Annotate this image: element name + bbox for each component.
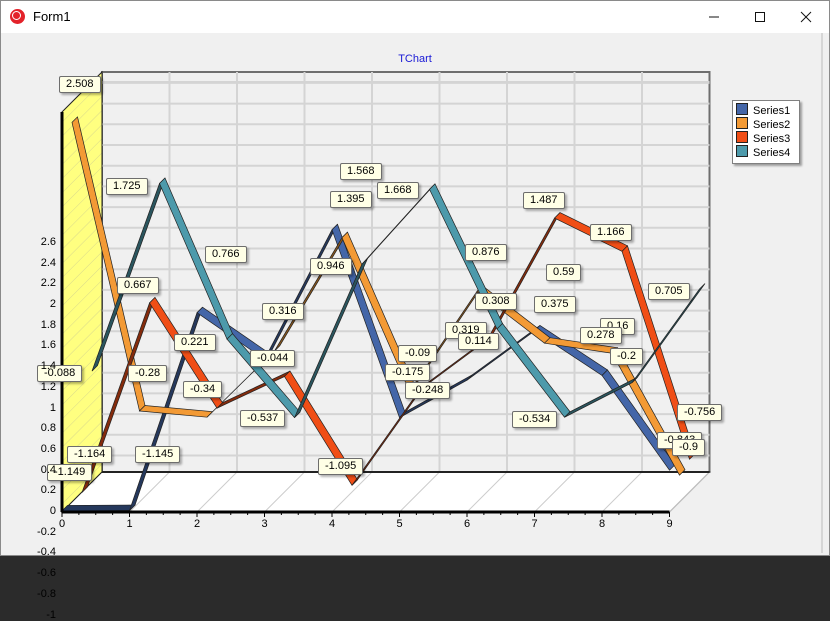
x-axis-tick-label: 2 <box>193 518 201 530</box>
data-value-mark: 0.946 <box>310 258 352 275</box>
data-value-mark: -0.537 <box>240 410 286 427</box>
maximize-button[interactable] <box>737 1 783 33</box>
chart-plot-area[interactable] <box>0 0 830 556</box>
legend-swatch-icon <box>736 145 748 157</box>
y-axis-tick-label: 1.6 <box>40 339 56 352</box>
legend-swatch-icon <box>736 131 748 143</box>
minimize-button[interactable] <box>691 1 737 33</box>
legend-item-series2[interactable]: Series2 <box>736 117 799 131</box>
y-axis-tick-label: 2 <box>49 298 56 310</box>
data-value-mark: -0.28 <box>128 365 168 382</box>
data-value-mark: -0.756 <box>677 404 723 421</box>
y-axis-tick-label: -0.4 <box>37 546 56 559</box>
form-border <box>821 33 823 553</box>
y-axis-tick-label: 0.6 <box>40 442 56 455</box>
legend-item-series1[interactable]: Series1 <box>736 103 799 117</box>
minimize-icon <box>709 16 719 18</box>
data-value-mark: 1.395 <box>330 191 372 208</box>
x-axis-tick-label: 3 <box>261 518 268 530</box>
data-value-mark: 0.114 <box>458 333 499 350</box>
x-axis-tick-label: 6 <box>463 518 471 530</box>
close-button[interactable] <box>783 1 829 33</box>
data-value-mark: -1.149 <box>47 464 93 481</box>
x-axis-tick-label: 8 <box>598 518 606 530</box>
close-icon <box>800 11 812 23</box>
data-value-mark: -1.145 <box>135 446 181 463</box>
y-axis-tick-label: 1.4 <box>40 360 56 373</box>
data-value-mark: -0.175 <box>385 364 431 381</box>
data-value-mark: -0.088 <box>37 365 83 382</box>
data-value-mark: 1.487 <box>523 192 565 209</box>
y-axis-tick-label: 0.8 <box>40 422 56 435</box>
data-value-mark: 0.375 <box>534 296 576 313</box>
data-value-mark: 2.508 <box>59 76 101 93</box>
data-value-mark: -0.2 <box>610 348 643 365</box>
y-axis-tick-label: 2.4 <box>40 256 56 269</box>
y-axis-tick-label: 1.2 <box>40 380 56 393</box>
x-axis-tick-label: 4 <box>328 518 336 530</box>
data-value-mark: -1.164 <box>67 446 113 463</box>
y-axis-tick-label: -0.2 <box>37 525 56 538</box>
y-axis-tick-label: 0.2 <box>40 484 56 497</box>
data-value-mark: -0.09 <box>398 345 438 362</box>
data-value-mark: 0.667 <box>117 277 159 294</box>
legend-swatch-icon <box>736 103 748 115</box>
data-value-mark: 0.221 <box>174 334 216 351</box>
chart-legend[interactable]: Series1 Series2 Series3 Series4 <box>732 100 800 164</box>
data-value-mark: 0.766 <box>205 246 247 263</box>
y-axis-tick-label: 1 <box>49 401 56 414</box>
x-axis-tick-label: 1 <box>126 518 133 530</box>
x-axis-tick-label: 9 <box>666 518 673 530</box>
data-value-mark: -0.9 <box>672 439 705 456</box>
y-axis-tick-label: 0 <box>49 505 56 517</box>
data-value-mark: 0.876 <box>465 244 507 261</box>
data-value-mark: 0.278 <box>580 327 622 344</box>
y-axis-tick-label: 2.2 <box>40 277 56 290</box>
data-value-mark: -0.044 <box>250 350 296 367</box>
data-value-mark: -0.34 <box>183 381 223 398</box>
window-title: Form1 <box>33 9 71 24</box>
y-axis-tick-label: -1 <box>46 608 56 621</box>
y-axis-tick-label: 2.6 <box>40 235 56 248</box>
y-axis-tick-label: -0.6 <box>37 567 56 580</box>
maximize-icon <box>755 12 765 22</box>
legend-item-series4[interactable]: Series4 <box>736 145 799 159</box>
data-value-mark: 0.308 <box>475 293 517 310</box>
title-bar[interactable]: Form1 <box>1 1 829 33</box>
x-axis-tick-label: 7 <box>531 518 538 530</box>
y-axis-tick-label: -0.8 <box>37 587 56 600</box>
delphi-app-icon <box>10 9 25 24</box>
legend-swatch-icon <box>736 117 748 129</box>
data-value-mark: 0.316 <box>262 303 304 320</box>
data-value-mark: 1.166 <box>590 224 632 241</box>
data-value-mark: -1.095 <box>318 458 364 475</box>
x-axis-tick-label: 5 <box>396 518 403 530</box>
y-axis-tick-label: 0.4 <box>40 463 56 476</box>
chart-title: TChart <box>398 53 432 65</box>
y-axis-tick-label: 1.8 <box>40 318 56 331</box>
data-value-mark: 1.568 <box>340 163 382 180</box>
data-value-mark: -0.248 <box>405 382 451 399</box>
data-value-mark: 0.59 <box>546 264 582 281</box>
data-value-mark: 1.725 <box>106 178 148 195</box>
data-value-mark: 1.668 <box>377 182 419 199</box>
data-value-mark: 0.705 <box>648 283 690 300</box>
legend-item-series3[interactable]: Series3 <box>736 131 799 145</box>
data-value-mark: -0.534 <box>512 411 558 428</box>
x-axis-tick-label: 0 <box>58 518 66 530</box>
